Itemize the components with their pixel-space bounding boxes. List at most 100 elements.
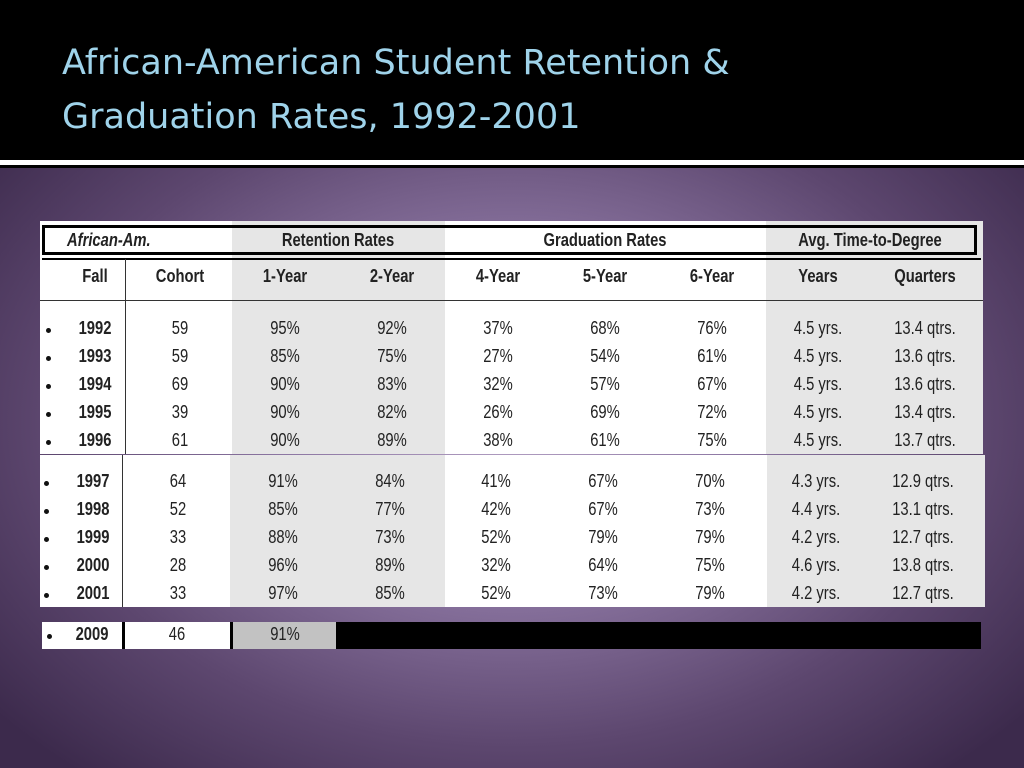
- table-cell: 79%: [695, 527, 725, 547]
- table-cell: 37%: [483, 318, 513, 338]
- table-cell: 28: [169, 555, 187, 575]
- col-header-quarters: Quarters: [894, 266, 956, 286]
- row-2009-fall: 2009: [75, 624, 109, 644]
- col-header-5-year: 5-Year: [582, 266, 628, 286]
- group-header-retention: Retention Rates: [281, 230, 395, 250]
- group-header-box: [42, 225, 977, 255]
- row-bullet: [46, 412, 51, 417]
- col-header-fall: Fall: [82, 266, 108, 286]
- slide-title-line-1: African-American Student Retention &: [62, 43, 730, 83]
- col-header-2-year: 2-Year: [369, 266, 415, 286]
- cohort-cell-bg: [125, 622, 230, 649]
- header-rule: [40, 300, 983, 301]
- table-cell: 1992: [78, 318, 112, 338]
- table-cell: 92%: [377, 318, 407, 338]
- table-cell: 39: [171, 402, 189, 422]
- table-cell: 67%: [588, 471, 618, 491]
- table-cell: 70%: [695, 471, 725, 491]
- table-cell: 82%: [377, 402, 407, 422]
- row-bullet: [44, 593, 49, 598]
- row-2009-cohort: 46: [168, 624, 186, 644]
- table-cell: 52%: [481, 583, 511, 603]
- table-cell: 12.7 qtrs.: [892, 527, 954, 547]
- table-cell: 42%: [481, 499, 511, 519]
- group-header-time: Avg. Time-to-Degree: [798, 230, 942, 250]
- table-cell: 4.5 yrs.: [793, 402, 843, 422]
- table-cell: 33: [169, 527, 187, 547]
- title-divider: [0, 160, 1024, 165]
- table-cell: 1996: [78, 430, 112, 450]
- col-header-6-year: 6-Year: [689, 266, 735, 286]
- group-header-graduation: Graduation Rates: [543, 230, 667, 250]
- group-header-label: African-Am.: [67, 230, 151, 250]
- col-header-cohort: Cohort: [155, 266, 205, 286]
- table-cell: 61%: [697, 346, 727, 366]
- row-bullet: [44, 509, 49, 514]
- table-cell: 76%: [697, 318, 727, 338]
- table-cell: 2001: [76, 583, 110, 603]
- table-cell: 64: [169, 471, 187, 491]
- table-cell: 4.3 yrs.: [791, 471, 841, 491]
- row-bullet: [44, 481, 49, 486]
- table-cell: 13.8 qtrs.: [892, 555, 954, 575]
- table-cell: 12.7 qtrs.: [892, 583, 954, 603]
- table-cell: 89%: [377, 430, 407, 450]
- row-bullet: [44, 565, 49, 570]
- col-header-years: Years: [798, 266, 838, 286]
- table-cell: 13.4 qtrs.: [894, 402, 956, 422]
- table-cell: 13.4 qtrs.: [894, 318, 956, 338]
- table-cell: 13.7 qtrs.: [894, 430, 956, 450]
- table-cell: 90%: [270, 402, 300, 422]
- table-cell: 38%: [483, 430, 513, 450]
- row-bullet: [46, 356, 51, 361]
- table-cell: 85%: [268, 499, 298, 519]
- table-cell: 97%: [268, 583, 298, 603]
- table-cell: 64%: [588, 555, 618, 575]
- table-cell: 52%: [481, 527, 511, 547]
- table-cell: 13.6 qtrs.: [894, 346, 956, 366]
- fall-divider: [125, 259, 126, 454]
- table-cell: 73%: [695, 499, 725, 519]
- table-cell: 85%: [375, 583, 405, 603]
- table-cell: 61: [171, 430, 189, 450]
- table-cell: 57%: [590, 374, 620, 394]
- table-cell: 1999: [76, 527, 110, 547]
- row-bullet: [47, 634, 52, 639]
- table-cell: 73%: [375, 527, 405, 547]
- table-cell: 90%: [270, 430, 300, 450]
- table-cell: 75%: [695, 555, 725, 575]
- table-cell: 75%: [377, 346, 407, 366]
- retention-band: [230, 455, 445, 607]
- table-cell: 32%: [483, 374, 513, 394]
- table-cell: 89%: [375, 555, 405, 575]
- row-2009-1-year: 91%: [270, 624, 300, 644]
- table-cell: 73%: [588, 583, 618, 603]
- table-cell: 41%: [481, 471, 511, 491]
- col-header-1-year: 1-Year: [262, 266, 308, 286]
- table-cell: 75%: [697, 430, 727, 450]
- table-cell: 4.6 yrs.: [791, 555, 841, 575]
- table-cell: 68%: [590, 318, 620, 338]
- table-cell: 72%: [697, 402, 727, 422]
- table-cell: 59: [171, 346, 189, 366]
- row-bullet: [46, 440, 51, 445]
- table-cell: 79%: [695, 583, 725, 603]
- row-bullet: [46, 384, 51, 389]
- col-header-4-year: 4-Year: [475, 266, 521, 286]
- table-cell: 88%: [268, 527, 298, 547]
- table-block-1997-2001: 1997 64 91% 84% 41% 67% 70% 4.3 yrs. 12.9 qtrs. 1…: [40, 455, 985, 607]
- table-cell: 69%: [590, 402, 620, 422]
- table-cell: 4.4 yrs.: [791, 499, 841, 519]
- table-cell: 4.5 yrs.: [793, 430, 843, 450]
- table-cell: 69: [171, 374, 189, 394]
- fall-cell-bg: [42, 622, 122, 649]
- table-cell: 1997: [76, 471, 110, 491]
- retention-cell-bg: [233, 622, 336, 649]
- table-cell: 4.5 yrs.: [793, 346, 843, 366]
- table-cell: 84%: [375, 471, 405, 491]
- title-bar: [0, 0, 1024, 160]
- table-cell: 1994: [78, 374, 112, 394]
- table-cell: 83%: [377, 374, 407, 394]
- table-cell: 52: [169, 499, 187, 519]
- table-cell: 59: [171, 318, 189, 338]
